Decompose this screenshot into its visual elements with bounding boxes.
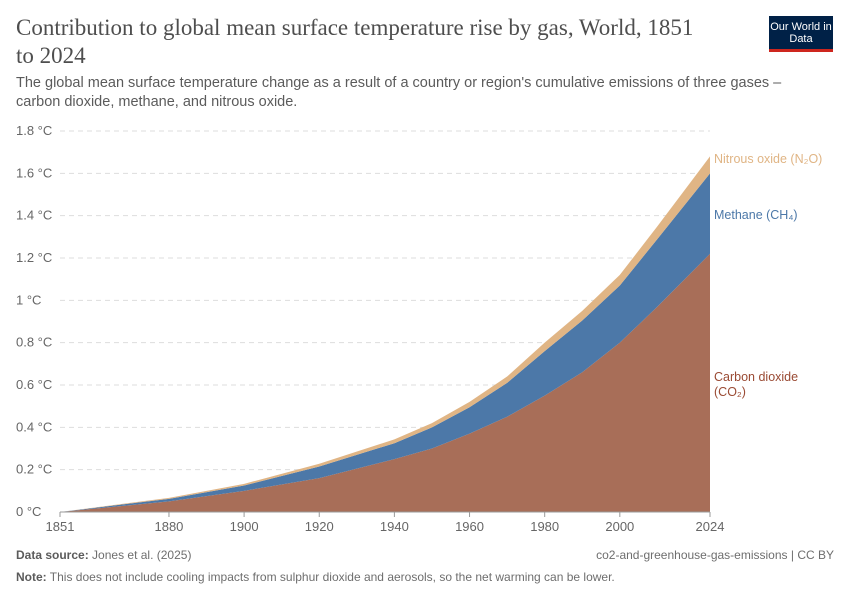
- x-tick-label: 1851: [46, 519, 75, 534]
- note-text: This does not include cooling impacts fr…: [49, 570, 615, 584]
- x-tick-label: 1960: [455, 519, 484, 534]
- area-co2: [60, 253, 710, 512]
- x-tick-label: 1920: [305, 519, 334, 534]
- y-tick-label: 0.2 °C: [16, 462, 52, 477]
- y-tick-label: 1 °C: [16, 292, 41, 307]
- chart-area: 0 °C 0.2 °C 0.4 °C 0.6 °C 0.8 °C 1 °C 1.2 °C 1.…: [16, 123, 822, 534]
- data-source: Data source: Jones et al. (2025): [16, 548, 191, 562]
- series-label-co2: Carbon dioxide: [714, 370, 798, 384]
- area-ch4: [60, 173, 710, 513]
- x-tick-label: 1900: [230, 519, 259, 534]
- series-label: Methane (CH₄): [714, 208, 798, 222]
- y-tick-label: 1.4 °C: [16, 208, 52, 223]
- note-label: Note:: [16, 570, 47, 584]
- y-tick-label: 1.8 °C: [16, 123, 52, 138]
- x-tick-label: 2024: [696, 519, 725, 534]
- y-tick-label: 1.2 °C: [16, 250, 52, 265]
- series-label: Nitrous oxide (N₂O): [714, 152, 822, 166]
- source-link[interactable]: Jones et al. (2025): [92, 548, 192, 562]
- slug-license[interactable]: co2-and-greenhouse-gas-emissions | CC BY: [596, 548, 834, 562]
- chart-subtitle: The global mean surface temperature chan…: [16, 75, 782, 110]
- x-tick-label: 2000: [605, 519, 634, 534]
- y-tick-label: 1.6 °C: [16, 165, 52, 180]
- x-tick-label: 1940: [380, 519, 409, 534]
- footnote: Note: This does not include cooling impa…: [16, 570, 615, 584]
- source-label: Data source:: [16, 548, 89, 562]
- x-tick-label: 1980: [530, 519, 559, 534]
- chart-title: Contribution to global mean surface temp…: [16, 15, 694, 68]
- y-tick-label: 0.6 °C: [16, 377, 52, 392]
- series-label-co2: (CO₂): [714, 385, 746, 399]
- owid-logo[interactable]: Our World in Data: [769, 16, 833, 52]
- y-tick-label: 0 °C: [16, 504, 41, 519]
- y-tick-label: 0.8 °C: [16, 335, 52, 350]
- x-tick-label: 1880: [154, 519, 183, 534]
- y-tick-label: 0.4 °C: [16, 419, 52, 434]
